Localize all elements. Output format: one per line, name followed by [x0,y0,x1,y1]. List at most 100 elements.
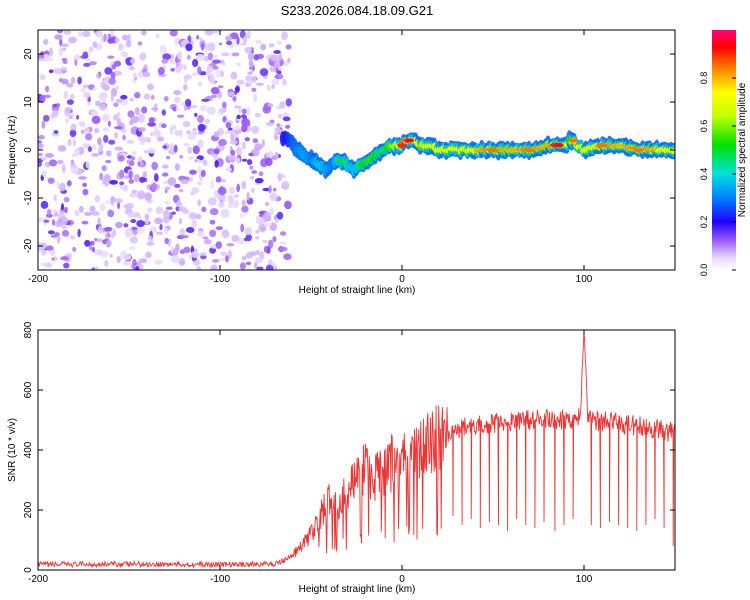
noise-speckle [123,223,129,228]
noise-speckle [177,51,183,60]
noise-speckle [122,34,128,41]
noise-speckle [247,71,253,75]
noise-speckle [279,241,287,245]
noise-speckle [94,127,100,134]
y-tick-label: 0 [23,567,34,573]
noise-speckle [251,125,260,134]
noise-speckle [226,40,233,46]
noise-speckle [243,36,247,45]
noise-speckle [128,192,138,198]
noise-speckle [114,132,119,139]
noise-speckle [206,65,214,73]
noise-speckle [90,240,95,246]
noise-speckle [82,84,89,89]
noise-speckle [44,152,54,158]
ridge-peak [404,138,415,143]
noise-speckle [101,165,107,172]
noise-speckle [161,58,168,64]
noise-speckle [211,30,220,34]
noise-speckle [287,57,291,63]
noise-speckle [66,99,74,105]
noise-speckle [144,192,152,201]
noise-speckle [64,206,68,214]
noise-speckle [266,151,274,158]
noise-speckle [241,180,247,190]
noise-speckle [244,227,253,236]
snr-y-label: SNR (10 * v/v) [7,418,18,482]
colorbar-tick-label: 0.2 [699,216,709,229]
noise-speckle [136,190,146,200]
noise-speckle [248,152,254,157]
noise-speckle [179,155,184,159]
noise-speckle [106,150,112,157]
noise-speckle [91,267,96,270]
noise-speckle [209,219,216,225]
noise-speckle [139,176,146,183]
noise-speckle [220,178,227,183]
noise-speckle [190,105,198,109]
noise-speckle [154,217,163,225]
noise-speckle [153,130,162,138]
noise-speckle [94,30,103,38]
snr-series [38,333,675,569]
noise-speckle [118,43,123,52]
noise-speckle [207,52,213,61]
noise-speckle [179,228,186,237]
noise-speckle [96,238,103,242]
noise-speckle [162,53,171,61]
noise-speckle [45,85,50,93]
colorbar-ticks: 0.0 0.2 0.4 0.6 0.8 [699,72,736,276]
noise-speckle [173,144,178,153]
noise-speckle [161,109,166,116]
noise-speckle [247,159,253,166]
noise-speckle [245,261,252,266]
noise-speckle [282,116,291,122]
noise-speckle [132,259,137,266]
noise-speckle [66,180,72,187]
noise-speckle [136,228,146,234]
noise-speckle [259,68,269,77]
noise-speckle [241,118,251,128]
noise-speckle [230,32,239,40]
noise-speckle [165,206,173,210]
noise-speckle [197,199,202,207]
noise-speckle [230,71,238,80]
noise-speckle [202,236,209,240]
x-tick-label: -200 [28,274,48,285]
noise-speckle [279,101,286,109]
noise-speckle [133,229,138,236]
noise-speckle [184,98,192,107]
noise-speckle [127,110,135,118]
noise-speckle [129,246,136,251]
noise-speckle [231,52,240,57]
noise-speckle [70,166,75,173]
x-tick-label: 0 [399,574,405,585]
noise-speckle [91,115,101,125]
noise-speckle [77,31,84,37]
ridge-blob [670,148,675,154]
noise-speckle [279,124,283,128]
noise-speckle [97,217,101,225]
noise-speckle [234,86,240,92]
noise-speckle [98,92,108,101]
noise-speckle [173,247,179,256]
noise-speckle [235,157,241,164]
noise-speckle [68,115,73,120]
spectrogram-y-ticks: -20 -10 0 10 20 [23,48,675,253]
noise-speckle [50,209,59,213]
noise-speckle [183,84,188,91]
noise-speckle [129,236,139,244]
noise-speckle [84,127,90,133]
noise-speckle [102,84,110,91]
noise-speckle [176,114,185,118]
ridge-peak [597,143,608,148]
noise-speckle [269,192,278,201]
ridge-peak [488,148,498,152]
noise-speckle [45,245,54,251]
noise-speckle [52,109,59,118]
noise-speckle [135,265,140,270]
noise-speckle [173,97,181,104]
noise-speckle [170,68,175,72]
noise-speckle [269,119,275,124]
noise-speckle [60,66,68,71]
